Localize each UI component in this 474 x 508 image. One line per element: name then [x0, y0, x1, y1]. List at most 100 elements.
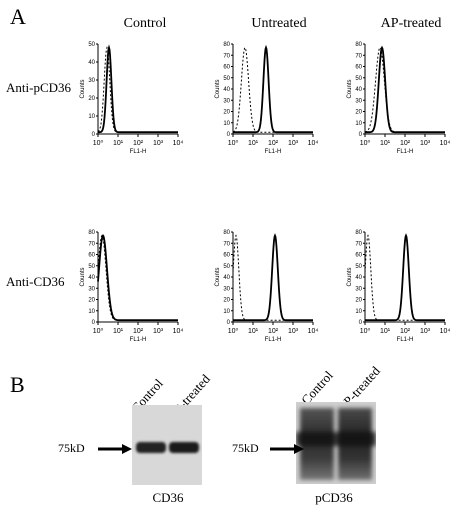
hist-4-y-tick-label: 10 [223, 309, 230, 315]
hist-1-y-tick-label: 30 [223, 98, 230, 104]
hist-5-y-tick-label: 20 [355, 298, 362, 304]
cd36-band-control [136, 442, 166, 453]
blot1-caption: CD36 [152, 490, 184, 505]
hist-4-y-tick-label: 60 [223, 253, 230, 259]
hist-0-y-tick-label: 40 [88, 60, 95, 66]
hist-2-x-tick-label: 10⁴ [440, 140, 451, 147]
hist-2-y-tick-label: 40 [355, 87, 362, 93]
hist-3-x-tick-label: 10⁰ [93, 327, 104, 335]
hist-4-x-tick-label: 10¹ [248, 328, 259, 335]
column-title-ap-treated: AP-treated [380, 16, 442, 31]
hist-1-y-tick-label: 40 [223, 87, 230, 93]
hist-1-isotype-curve [232, 46, 313, 133]
hist-0-y-tick-label: 50 [88, 42, 95, 48]
hist-1-x-tick-label: 10⁰ [228, 139, 239, 147]
hist-0-y-tick-label: 20 [88, 96, 95, 102]
hist-3-x-tick-label: 10³ [153, 328, 164, 335]
hist-5-x-axis-label: FL1-H [397, 337, 414, 343]
hist-1-y-tick-label: 10 [223, 121, 230, 127]
hist-1-y-tick-label: 70 [223, 53, 230, 59]
hist-5-y-tick-label: 50 [355, 264, 362, 270]
hist-4-y-tick-label: 40 [223, 275, 230, 281]
hist-2-stained-curve [365, 45, 445, 134]
hist-5-x-tick-label: 10³ [420, 328, 431, 335]
blot2-marker-arrow [270, 444, 304, 454]
hist-1-x-tick-label: 10² [268, 140, 279, 147]
cd36-blot-image [132, 405, 202, 485]
hist-3-y-tick-label: 50 [88, 264, 95, 270]
hist-3-x-tick-label: 10⁴ [173, 328, 184, 335]
hist-2-y-tick-label: 50 [355, 76, 362, 82]
hist-3-x-tick-label: 10² [133, 328, 144, 335]
cd36-band-ap-treated [169, 442, 199, 453]
hist-5-y-axis-label: Counts [347, 267, 353, 286]
blot1-marker-arrow [98, 444, 132, 454]
hist-5-y-tick-label: 80 [355, 230, 362, 236]
hist-0-stained-curve [98, 44, 178, 134]
hist-4-x-tick-label: 10⁴ [308, 328, 319, 335]
hist-5-x-tick-label: 10⁴ [440, 328, 451, 335]
hist-3-y-tick-label: 20 [88, 298, 95, 304]
hist-2-y-tick-label: 70 [355, 53, 362, 59]
hist-0-x-tick-label: 10¹ [113, 140, 124, 147]
flow-histogram-grid: 10⁰ 10¹ 10² 10³ 10⁴FL1-H01020304050Counts10⁰… [80, 42, 451, 343]
hist-3-y-tick-label: 40 [88, 275, 95, 281]
hist-2-y-tick-label: 80 [355, 42, 362, 48]
hist-2-x-tick-label: 10³ [420, 140, 431, 147]
hist-1-stained-curve [233, 44, 313, 134]
hist-2-y-tick-label: 0 [359, 132, 363, 138]
hist-1-y-axis-label: Counts [215, 79, 221, 98]
hist-0-x-tick-label: 10² [133, 140, 144, 147]
hist-4-x-axis-label: FL1-H [265, 337, 282, 343]
hist-3-y-axis-label: Counts [80, 267, 86, 286]
hist-1-y-tick-label: 0 [227, 132, 231, 138]
hist-0-y-tick-label: 10 [88, 114, 95, 120]
hist-1-y-tick-label: 80 [223, 42, 230, 48]
hist-2-x-axis-label: FL1-H [397, 149, 414, 155]
hist-3-x-axis-label: FL1-H [130, 337, 147, 343]
hist-2-y-tick-label: 20 [355, 110, 362, 116]
hist-3-y-tick-label: 60 [88, 253, 95, 259]
hist-0-x-tick-label: 10⁴ [173, 140, 184, 147]
row-label-anti-pcd36: Anti-pCD36 [6, 80, 71, 95]
hist-1-x-tick-label: 10³ [288, 140, 299, 147]
hist-3-y-tick-label: 70 [88, 241, 95, 247]
hist-4-x-tick-label: 10² [268, 328, 279, 335]
hist-4-y-tick-label: 50 [223, 264, 230, 270]
panel-a-letter: A [10, 4, 26, 29]
hist-5-y-tick-label: 60 [355, 253, 362, 259]
hist-2-y-tick-label: 30 [355, 98, 362, 104]
hist-4-stained-curve [233, 233, 313, 322]
hist-2-x-tick-label: 10¹ [380, 140, 391, 147]
hist-1-y-tick-label: 60 [223, 65, 230, 71]
hist-5-y-tick-label: 0 [359, 320, 363, 326]
hist-4-y-tick-label: 70 [223, 241, 230, 247]
hist-0-x-axis-label: FL1-H [130, 149, 147, 155]
column-title-control: Control [123, 16, 167, 31]
hist-5-x-tick-label: 10¹ [380, 328, 391, 335]
hist-3-stained-curve [97, 234, 178, 322]
hist-3-y-tick-label: 80 [88, 230, 95, 236]
hist-1-x-tick-label: 10¹ [248, 140, 259, 147]
hist-0-x-tick-label: 10⁰ [93, 139, 104, 147]
pcd36-blot-image [296, 402, 376, 484]
hist-4-y-tick-label: 30 [223, 286, 230, 292]
hist-0-y-tick-label: 0 [92, 132, 96, 138]
hist-1-x-axis-label: FL1-H [265, 149, 282, 155]
hist-5-x-tick-label: 10² [400, 328, 411, 335]
hist-2-y-tick-label: 60 [355, 65, 362, 71]
hist-4-y-axis-label: Counts [215, 267, 221, 286]
blot2-marker-label: 75kD [232, 441, 259, 455]
hist-2-x-tick-label: 10² [400, 140, 411, 147]
hist-1-y-tick-label: 50 [223, 76, 230, 82]
hist-1-y-tick-label: 20 [223, 110, 230, 116]
blot2-caption: pCD36 [315, 490, 353, 505]
hist-0-y-tick-label: 30 [88, 78, 95, 84]
hist-2-isotype-curve [364, 46, 445, 133]
hist-4-x-tick-label: 10⁰ [228, 327, 239, 335]
hist-3-y-tick-label: 0 [92, 320, 96, 326]
hist-2-y-axis-label: Counts [347, 79, 353, 98]
hist-0-x-tick-label: 10³ [153, 140, 164, 147]
hist-5-y-tick-label: 30 [355, 286, 362, 292]
hist-4-y-tick-label: 0 [227, 320, 231, 326]
